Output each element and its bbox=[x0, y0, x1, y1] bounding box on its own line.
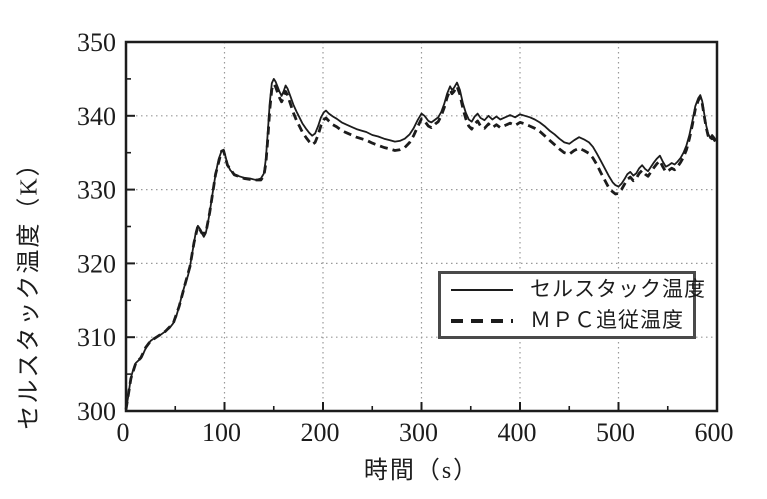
solid-line-sample-icon bbox=[451, 288, 513, 291]
x-tick-label: 200 bbox=[301, 418, 340, 447]
y-tick-label: 340 bbox=[77, 102, 116, 131]
dashed-line-sample-icon bbox=[451, 318, 513, 323]
y-axis-title: セルスタック温度（K） bbox=[16, 150, 43, 430]
y-tick-label: 350 bbox=[77, 28, 116, 57]
x-tick-label: 100 bbox=[202, 418, 241, 447]
legend-item-mpc-tracking-temp: ＭＰＣ追従温度 bbox=[441, 305, 693, 336]
legend-label-mpc-tracking-temp: ＭＰＣ追従温度 bbox=[530, 308, 684, 332]
y-tick-label: 330 bbox=[77, 176, 116, 205]
x-axis-title: 時間（s） bbox=[363, 458, 480, 484]
legend: セルスタック温度 ＭＰＣ追従温度 bbox=[438, 271, 705, 339]
x-tick-label: 300 bbox=[399, 418, 438, 447]
y-tick-label: 320 bbox=[77, 249, 116, 278]
x-tick-label: 0 bbox=[117, 418, 130, 447]
x-tick-label: 500 bbox=[596, 418, 635, 447]
y-tick-label: 310 bbox=[77, 323, 116, 352]
y-tick-label: 300 bbox=[77, 397, 116, 426]
plot-border bbox=[124, 40, 719, 413]
legend-item-cell-stack-temp: セルスタック温度 bbox=[441, 274, 705, 305]
x-tick-label: 400 bbox=[498, 418, 537, 447]
series-cell-stack-temp-line bbox=[125, 78, 718, 410]
series-mpc-tracking-temp-line bbox=[124, 82, 719, 410]
legend-label-cell-stack-temp: セルスタック温度 bbox=[530, 277, 706, 301]
x-tick-label: 600 bbox=[695, 418, 734, 447]
